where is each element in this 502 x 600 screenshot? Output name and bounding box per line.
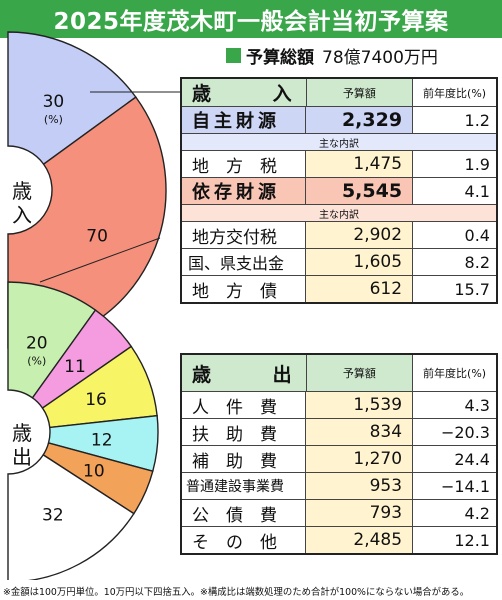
row-label: 地 方 税: [182, 151, 307, 177]
row-label: 扶 助 費: [182, 419, 307, 445]
table-row: 国、県支出金 1,605 8.2: [182, 248, 496, 275]
footnote: ※金額は100万円単位。10万円以下四捨五入。※構成比は端数処理のため合計が10…: [3, 587, 470, 598]
pie-slice: [7, 281, 97, 399]
pie-center-label: 歳: [12, 179, 32, 203]
row-value: 1,270: [306, 446, 414, 472]
dependent-breakdown-label: 主な内訳: [182, 204, 496, 221]
expenditure-table: 歳 出 予算額 前年度比(%) 人 件 費 1,539 4.3 扶 助 費 83…: [180, 353, 498, 555]
slice-unit-label: (%): [44, 113, 63, 126]
row-label: 人 件 費: [182, 392, 307, 418]
slice-label: 30: [43, 92, 65, 112]
row-ratio: −14.1: [440, 476, 490, 496]
row-label: 地方交付税: [182, 222, 307, 248]
pie-slice: [7, 453, 135, 580]
leader-line: [39, 237, 161, 283]
table-row: 公 債 費 793 4.2: [182, 499, 496, 526]
row-label: 普通建設事業費: [182, 473, 307, 499]
slice-label: 12: [91, 430, 113, 450]
expenditure-header-row: 歳 出 予算額 前年度比(%): [182, 355, 496, 391]
revenue-header-row: 歳 入 予算額 前年度比(%): [182, 79, 496, 106]
row-value: 834: [306, 419, 414, 445]
row-label: そ の 他: [182, 527, 307, 553]
pie-center-label: 歳: [12, 421, 32, 445]
expenditure-header-label: 歳 出: [182, 355, 307, 391]
row-value: 1,605: [306, 249, 414, 275]
slice-label: 10: [83, 461, 105, 481]
row-value: 612: [306, 276, 414, 302]
total-budget-label: 予算総額: [246, 47, 314, 68]
row-ratio: −20.3: [440, 422, 490, 442]
row-value: 1,539: [306, 392, 414, 418]
table-row: 地 方 税 1,475 1.9: [182, 150, 496, 177]
green-square-icon: [226, 47, 241, 63]
expenditure-header-right: 出: [272, 363, 292, 386]
row-value: 793: [306, 500, 414, 526]
row-value: 2,485: [306, 527, 414, 553]
slice-unit-label: (%): [27, 355, 46, 368]
total-budget-value: 78億7400万円: [322, 47, 438, 68]
slice-label: 32: [42, 506, 64, 526]
pie-slice: [7, 31, 137, 166]
slice-label: 16: [85, 390, 107, 410]
row-ratio: 4.3: [464, 395, 490, 415]
table-row: 地方交付税 2,902 0.4: [182, 221, 496, 248]
revenue-table: 歳 入 予算額 前年度比(%) 自主財源 2,329 1.2 主な内訳 地 方 …: [180, 77, 498, 304]
row-value: 2,902: [306, 222, 414, 248]
dependent-revenue-row: 依存財源 5,545 4.1: [182, 177, 496, 204]
expenditure-col-ratio: 前年度比(%): [413, 355, 496, 391]
expenditure-header-left: 歳: [192, 363, 212, 386]
own-revenue-value: 2,329: [306, 107, 414, 133]
expenditure-col-budget: 予算額: [306, 355, 414, 391]
slice-label: 11: [64, 357, 86, 377]
row-label: 公 債 費: [182, 500, 307, 526]
row-label: 補 助 費: [182, 446, 307, 472]
own-revenue-label: 自主財源: [182, 107, 307, 133]
row-ratio: 1.9: [464, 154, 490, 174]
pie-center-label: 入: [12, 203, 32, 227]
own-revenue-ratio: 1.2: [464, 110, 490, 130]
row-label: 地 方 債: [182, 276, 307, 302]
row-ratio: 12.1: [454, 530, 490, 550]
row-value: 953: [306, 473, 414, 499]
row-value: 1,475: [306, 151, 414, 177]
row-ratio: 4.2: [464, 503, 490, 523]
revenue-header-label: 歳 入: [182, 79, 307, 106]
dependent-revenue-label: 依存財源: [182, 178, 307, 204]
revenue-col-ratio: 前年度比(%): [413, 79, 496, 106]
table-row: 人 件 費 1,539 4.3: [182, 391, 496, 418]
revenue-col-budget: 予算額: [306, 79, 414, 106]
total-budget: 予算総額 78億7400万円: [226, 42, 438, 68]
row-ratio: 0.4: [464, 225, 490, 245]
pie-center-label: 出: [12, 445, 32, 469]
dependent-revenue-value: 5,545: [306, 178, 414, 204]
row-ratio: 8.2: [464, 252, 490, 272]
table-row: 扶 助 費 834 −20.3: [182, 418, 496, 445]
dependent-revenue-ratio: 4.1: [464, 181, 490, 201]
table-row: そ の 他 2,485 12.1: [182, 526, 496, 553]
own-revenue-row: 自主財源 2,329 1.2: [182, 106, 496, 133]
revenue-header-right: 入: [272, 83, 292, 105]
table-row: 地 方 債 612 15.7: [182, 275, 496, 302]
row-ratio: 15.7: [454, 279, 490, 299]
row-label: 国、県支出金: [182, 249, 307, 275]
revenue-header-left: 歳: [192, 83, 212, 105]
row-ratio: 24.4: [454, 449, 490, 469]
table-row: 普通建設事業費 953 −14.1: [182, 472, 496, 499]
own-breakdown-label: 主な内訳: [182, 133, 496, 150]
table-row: 補 助 費 1,270 24.4: [182, 445, 496, 472]
page-title: 2025年度茂木町一般会計当初予算案: [0, 0, 502, 38]
slice-label: 70: [86, 226, 108, 246]
slice-label: 20: [26, 334, 48, 354]
